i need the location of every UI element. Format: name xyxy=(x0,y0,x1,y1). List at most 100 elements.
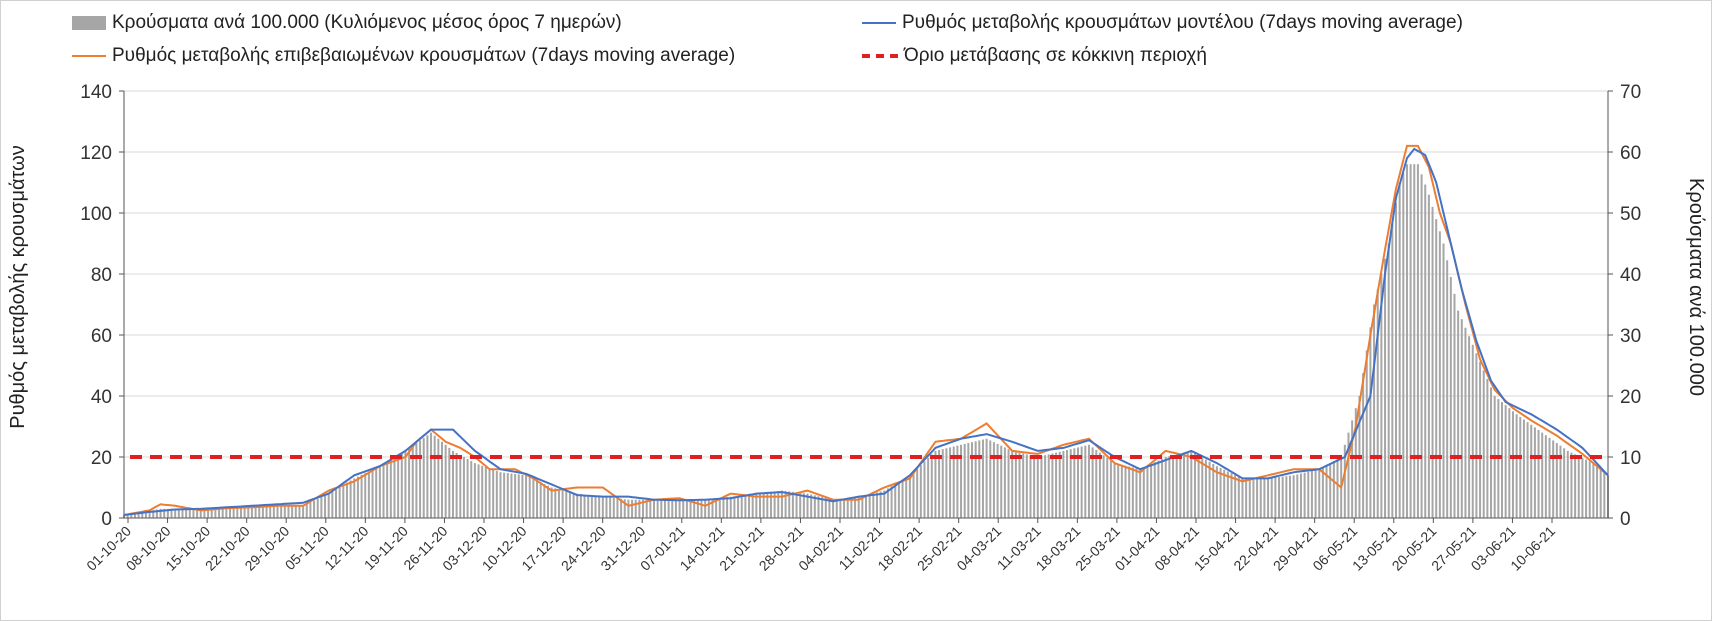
bar xyxy=(989,440,992,518)
bar xyxy=(1000,445,1003,518)
bar xyxy=(364,473,367,518)
bar xyxy=(506,473,509,518)
bar xyxy=(1215,466,1218,518)
bar xyxy=(536,480,539,518)
bar xyxy=(974,441,977,518)
bar xyxy=(1354,408,1357,518)
legend-confirmed: Ρυθμός μεταβολής επιβεβαιωμένων κρουσμάτ… xyxy=(72,45,735,67)
bar xyxy=(462,457,465,518)
y-tick-label-left: 120 xyxy=(80,143,112,164)
bar xyxy=(1548,437,1551,518)
bar xyxy=(1416,164,1419,518)
bar xyxy=(397,455,400,518)
bar xyxy=(561,490,564,518)
bar xyxy=(729,496,732,518)
bar xyxy=(228,507,232,518)
bar xyxy=(207,508,210,518)
bar xyxy=(722,497,725,518)
bar xyxy=(919,464,922,518)
bar xyxy=(1592,463,1595,518)
bar xyxy=(1563,448,1566,518)
bar xyxy=(832,499,835,518)
bar xyxy=(748,494,751,518)
bar xyxy=(854,497,857,518)
bar xyxy=(539,482,542,518)
bar xyxy=(261,505,264,518)
bar xyxy=(481,465,484,518)
bar xyxy=(642,499,645,518)
bar xyxy=(609,497,612,518)
bar xyxy=(894,484,897,518)
bar xyxy=(864,494,868,518)
bar xyxy=(1533,427,1536,518)
bar xyxy=(313,500,316,518)
bar xyxy=(1318,469,1321,518)
bar xyxy=(1212,463,1215,518)
bar xyxy=(342,484,345,518)
bar xyxy=(565,490,568,518)
bar xyxy=(1084,445,1087,518)
bar xyxy=(1259,478,1262,518)
bar xyxy=(1500,402,1504,518)
bar xyxy=(1384,258,1387,518)
bar xyxy=(850,497,853,518)
bar xyxy=(250,505,253,518)
bar xyxy=(1237,476,1240,518)
bar xyxy=(1296,474,1299,518)
legend-confirmed-label: Ρυθμός μεταβολής επιβεβαιωμένων κρουσμάτ… xyxy=(112,45,736,66)
bar xyxy=(1204,459,1207,518)
bar xyxy=(1263,478,1266,518)
bar xyxy=(1040,456,1043,518)
bar xyxy=(1442,243,1445,518)
bar xyxy=(225,507,228,518)
bar xyxy=(451,450,454,518)
bar xyxy=(631,499,634,518)
bar xyxy=(1274,477,1277,518)
bar xyxy=(324,495,327,518)
bar xyxy=(941,449,944,518)
bar xyxy=(239,506,242,518)
bar xyxy=(799,492,802,518)
bar xyxy=(744,494,747,518)
y-tick-label-left: 0 xyxy=(101,509,112,530)
bar xyxy=(821,497,824,518)
bar xyxy=(528,477,531,518)
bar xyxy=(1380,274,1383,518)
y-tick-label-left: 80 xyxy=(91,265,112,286)
bar xyxy=(302,505,305,518)
x-tick-label: 10-06-21 xyxy=(1507,523,1558,574)
bar xyxy=(751,494,754,518)
bar xyxy=(426,435,429,518)
bar xyxy=(287,505,290,518)
bar xyxy=(1555,443,1558,518)
legend-blue-swatch xyxy=(862,22,896,24)
bar xyxy=(1076,447,1080,518)
bar xyxy=(1022,453,1025,518)
bar xyxy=(1449,277,1452,518)
bar xyxy=(1321,467,1324,518)
bars-group xyxy=(122,164,1610,519)
bar xyxy=(1248,478,1251,518)
bar xyxy=(897,481,900,518)
bar xyxy=(671,499,674,518)
bar xyxy=(503,472,506,518)
bar xyxy=(196,508,199,518)
bar xyxy=(777,490,780,518)
bar xyxy=(309,502,312,518)
bar xyxy=(174,508,177,518)
lines-group xyxy=(123,144,1609,516)
bar xyxy=(1464,327,1467,518)
y-tick-label-left: 140 xyxy=(80,82,112,103)
bar xyxy=(1007,449,1010,518)
bar xyxy=(612,497,615,518)
bar xyxy=(192,508,195,518)
bar xyxy=(1270,477,1273,518)
bar xyxy=(152,510,155,518)
bar xyxy=(1544,435,1547,518)
bar xyxy=(1438,231,1441,519)
bar xyxy=(674,499,677,518)
bar xyxy=(740,495,743,518)
bar xyxy=(1574,454,1577,518)
bar xyxy=(583,494,586,518)
bar xyxy=(1091,447,1094,518)
